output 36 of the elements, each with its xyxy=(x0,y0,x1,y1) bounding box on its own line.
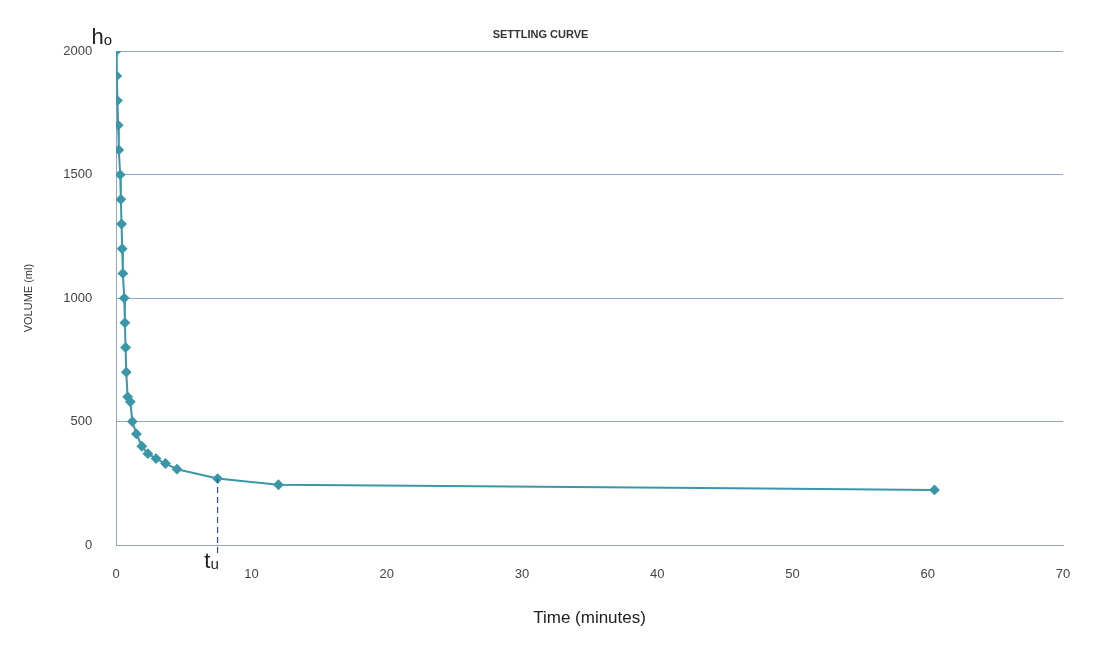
point xyxy=(136,441,147,452)
chart-title: SETTLING CURVE xyxy=(492,27,589,40)
point xyxy=(127,416,138,427)
point xyxy=(171,464,182,475)
y-axis-title: VOLUME (ml) xyxy=(21,263,34,333)
point xyxy=(116,219,127,230)
point xyxy=(116,194,126,205)
point xyxy=(273,479,284,490)
x-tick-label: 0 xyxy=(112,566,120,582)
y-tick-label: 2000 xyxy=(63,42,93,58)
x-tick-label: 50 xyxy=(785,566,800,582)
point xyxy=(929,484,940,495)
y-tick-label: 0 xyxy=(84,536,93,552)
x-tick-label: 20 xyxy=(379,566,394,582)
point xyxy=(117,268,128,279)
x-tick-label: 70 xyxy=(1055,566,1071,582)
point xyxy=(116,169,126,180)
x-tick-label: 60 xyxy=(920,566,935,582)
x-axis-title: Time (minutes) xyxy=(533,608,646,628)
annotation: hₒ xyxy=(91,24,113,50)
point xyxy=(119,293,130,304)
point xyxy=(142,448,153,459)
x-tick-label: 40 xyxy=(649,566,665,582)
point xyxy=(117,243,128,254)
point xyxy=(131,428,142,439)
y-tick-label: 1500 xyxy=(63,166,93,182)
point xyxy=(121,367,132,378)
x-tick-label: 10 xyxy=(244,566,259,582)
point xyxy=(120,342,131,353)
ref-line-label: tᵤ xyxy=(204,548,219,574)
x-tick-label: 30 xyxy=(514,566,530,582)
point xyxy=(119,317,130,328)
point xyxy=(160,458,171,469)
point xyxy=(151,453,162,464)
y-tick-label: 1000 xyxy=(63,289,93,305)
y-tick-label: 500 xyxy=(70,413,93,429)
